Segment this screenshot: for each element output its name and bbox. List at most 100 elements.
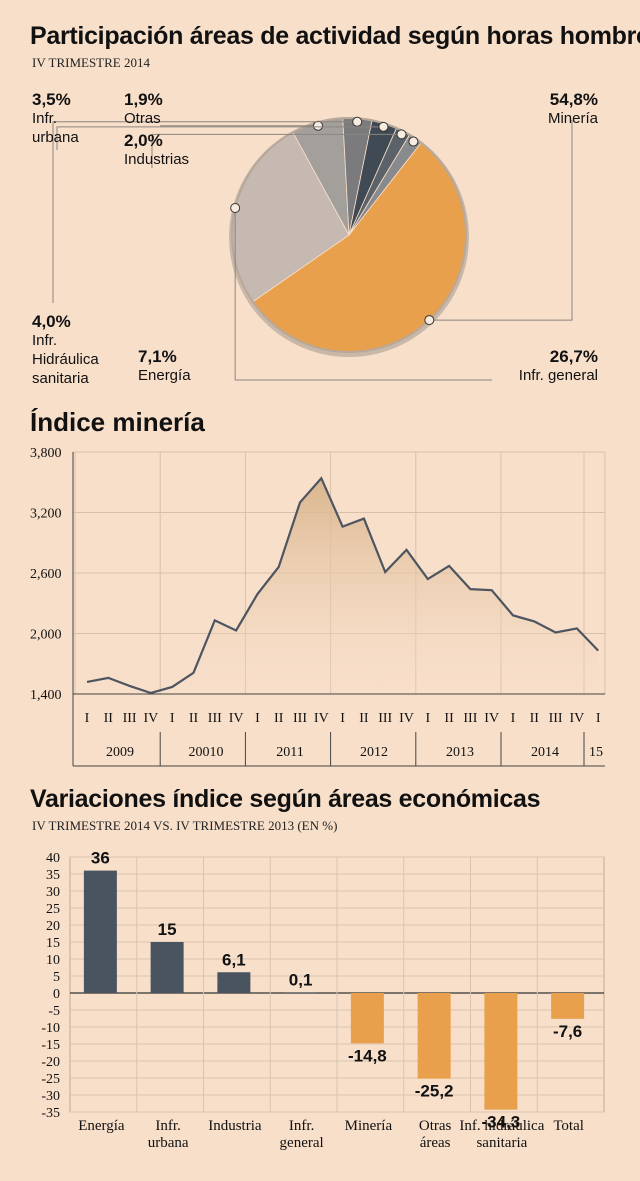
line-y-tick-label: 2,000: [30, 628, 62, 643]
bar-category-label: Total: [553, 1118, 584, 1134]
pie-value-label-mineria: 54,8%: [550, 90, 598, 109]
pie-category-label-infr-general: Infr. general: [519, 367, 598, 384]
line-quarter-label: IV: [399, 711, 414, 726]
bar-y-tick-label: -35: [41, 1106, 60, 1121]
line-quarter-label: I: [425, 711, 430, 726]
leader-line-infr-urbana: [56, 126, 384, 150]
bar-0: [83, 870, 117, 993]
line-year-label: 2009: [106, 745, 134, 760]
pie-category-label-mineria: Minería: [548, 110, 599, 127]
pie-value-label-industrias: 2,0%: [124, 131, 163, 150]
leader-dot-infr-hidraulica-sanitaria: [352, 116, 363, 127]
line-quarter-label: I: [340, 711, 345, 726]
bar-y-tick-label: 20: [46, 919, 60, 934]
bar-category-label: Inf. hidráulica sanitaria: [459, 1118, 544, 1151]
bar-y-tick-label: -25: [41, 1072, 60, 1087]
bar-value-label: -7,6: [553, 1022, 582, 1041]
line-quarter-label: III: [123, 711, 137, 726]
bar-category-label: Industria: [208, 1118, 262, 1134]
bar-category-label: Infr. general: [280, 1118, 324, 1151]
line-chart-title: Índice minería: [30, 407, 205, 437]
line-quarter-label: I: [255, 711, 260, 726]
bar-category-label: Minería: [345, 1118, 393, 1134]
bar-3: [284, 992, 318, 994]
bar-value-label: 0,1: [289, 971, 313, 990]
leader-line-mineria: [429, 120, 573, 321]
line-quarter-label: I: [511, 711, 516, 726]
pie-category-label-otras: Otras: [124, 110, 161, 127]
pie-value-label-infr-hidraulica-sanitaria: 4,0%: [32, 312, 71, 331]
line-quarter-label: II: [104, 711, 114, 726]
pie-chart-subtitle: IV TRIMESTRE 2014: [32, 55, 150, 70]
line-quarter-label: III: [293, 711, 307, 726]
line-quarter-label: II: [444, 711, 454, 726]
bar-chart-title: Variaciones índice según áreas económica…: [30, 785, 541, 813]
leader-dot-infr-general: [230, 203, 241, 214]
pie-chart: 54,8%Minería 26,7%Infr. general 7,1%Energí…: [32, 90, 599, 387]
pie-category-label-energia: Energía: [138, 367, 191, 384]
leader-dot-otras: [408, 136, 419, 147]
bar-chart-subtitle: IV TRIMESTRE 2014 VS. IV TRIMESTRE 2013 …: [32, 818, 338, 833]
bar-y-tick-label: 5: [53, 970, 60, 985]
bar-value-label: 36: [91, 849, 110, 868]
line-quarter-label: IV: [314, 711, 329, 726]
bar-chart: 40 35 30 25 20 15 10 5 0 -5 -10 -15 -20 -25 -30 -35 36 En…: [41, 849, 605, 1151]
line-year-label: 15: [589, 745, 603, 760]
bar-value-label: -34,3: [482, 1113, 521, 1132]
leader-dot-mineria: [424, 315, 435, 326]
bar-y-tick-label: 15: [46, 936, 60, 951]
line-area-fill: [87, 478, 599, 694]
line-quarter-label: IV: [570, 711, 585, 726]
line-quarter-label: III: [463, 711, 477, 726]
bar-4: [350, 993, 384, 1044]
line-y-tick-label: 2,600: [30, 567, 62, 582]
bar-1: [150, 942, 184, 993]
leader-line-industrias: [151, 133, 402, 168]
bar-y-tick-label: 25: [46, 902, 60, 917]
bar-value-label: 6,1: [222, 950, 246, 969]
bar-y-tick-label: -15: [41, 1038, 60, 1053]
line-year-label: 2011: [276, 745, 303, 760]
line-year-label: 2013: [446, 745, 474, 760]
leader-line-infr-general: [234, 208, 492, 381]
line-year-label: 20010: [189, 745, 224, 760]
pie-chart-title: Participación áreas de actividad según h…: [30, 22, 640, 50]
pie-value-label-otras: 1,9%: [124, 90, 163, 109]
line-quarter-label: I: [170, 711, 175, 726]
line-quarter-label: III: [378, 711, 392, 726]
bar-value-label: -14,8: [348, 1046, 387, 1065]
bar-y-tick-label: 40: [46, 851, 60, 866]
line-quarter-label: II: [359, 711, 369, 726]
line-quarter-label: I: [85, 711, 90, 726]
line-y-tick-label: 1,400: [30, 688, 62, 703]
line-quarter-label: III: [549, 711, 563, 726]
bar-category-label: Otras áreas: [419, 1118, 452, 1151]
line-quarter-label: III: [208, 711, 222, 726]
bar-value-label: -25,2: [415, 1082, 454, 1101]
bar-2: [217, 972, 251, 993]
leader-dot-industrias: [396, 129, 407, 140]
leader-dot-infr-urbana: [378, 121, 389, 132]
line-quarter-label: II: [530, 711, 540, 726]
line-year-label: 2014: [531, 745, 559, 760]
line-quarter-label: IV: [229, 711, 244, 726]
pie-category-label-infr-hidraulica-sanitaria: Infr. Hidráulica sanitaria: [32, 332, 99, 387]
line-quarter-label: II: [274, 711, 284, 726]
pie-category-label-industrias: Industrias: [124, 151, 189, 168]
bar-y-tick-label: -5: [48, 1004, 60, 1019]
line-quarter-label: IV: [144, 711, 159, 726]
pie-rim: [231, 117, 467, 353]
bar-7: [551, 993, 585, 1019]
pie-category-label-infr-urbana: Infr. urbana: [32, 110, 79, 146]
bar-y-tick-label: 35: [46, 868, 60, 883]
bar-category-label: Infr. urbana: [148, 1118, 189, 1151]
leader-line-infr-hidraulica-sanitaria: [52, 121, 358, 303]
bar-6: [484, 993, 518, 1110]
line-quarter-label: II: [189, 711, 199, 726]
leader-dot-energia: [313, 120, 324, 131]
bar-y-tick-label: 30: [46, 885, 60, 900]
bar-y-tick-label: 10: [46, 953, 60, 968]
bar-y-tick-label: -20: [41, 1055, 60, 1070]
bar-y-tick-label: 0: [53, 987, 60, 1002]
